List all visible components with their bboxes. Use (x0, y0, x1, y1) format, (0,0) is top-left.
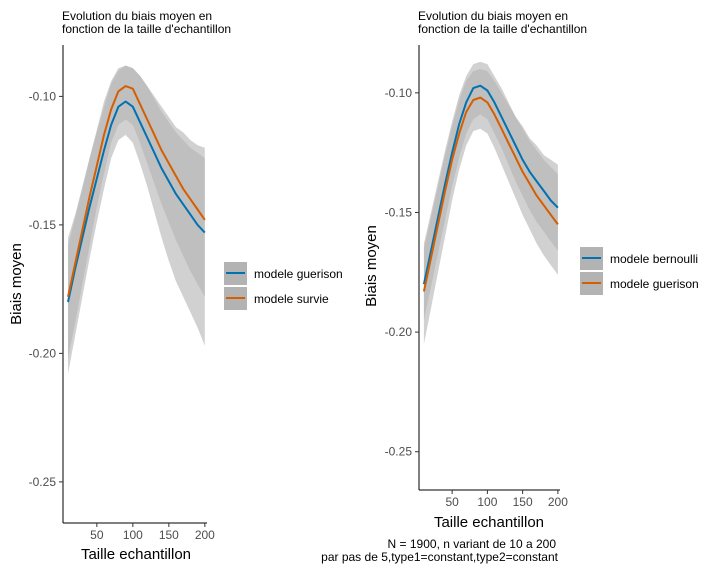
panel-2-confidence-bands (423, 61, 558, 345)
series-line-0 (422, 84, 559, 285)
y-tick-label: -0.10 (385, 86, 413, 100)
x-tick-label: 150 (159, 528, 179, 542)
panel-1-x-axis-title: Taille echantillon (81, 546, 191, 563)
series-line-1 (422, 96, 559, 292)
x-tick-label: 200 (195, 528, 215, 542)
panel-2-x-axis-title: Taille echantillon (434, 514, 544, 531)
panel-1-title-line-2: fonction de la taille d'echantillon (62, 22, 231, 36)
caption-line-1: N = 1900, n variant de 10 a 200 (388, 537, 557, 551)
panel-1-legend: modele guerison modele survie (224, 262, 343, 310)
y-tick-label: -0.25 (29, 475, 57, 489)
x-tick-label: 100 (123, 528, 143, 542)
panel-1-y-axis-title: Biais moyen (8, 243, 25, 325)
panel-2-y-ticks: -0.25 -0.20 -0.15 -0.10 (385, 86, 419, 459)
panel-1-title-line-1: Evolution du biais moyen en (62, 9, 212, 23)
panel-2-title-line-1: Evolution du biais moyen en (418, 9, 568, 23)
x-tick-label: 100 (477, 495, 497, 509)
chart-panel-2: Evolution du biais moyen en fonction de … (363, 9, 699, 531)
panel-2-series-lines (422, 84, 559, 292)
legend-label-modele-guerison: modele guerison (254, 267, 343, 281)
y-tick-label: -0.10 (29, 89, 57, 103)
legend-label-modele-guerison: modele guerison (610, 277, 699, 291)
x-tick-label: 50 (90, 528, 104, 542)
x-tick-label: 200 (548, 495, 568, 509)
panel-1-x-ticks: 50 100 150 200 (90, 523, 215, 542)
legend-label-modele-survie: modele survie (254, 292, 329, 306)
y-tick-label: -0.15 (29, 218, 57, 232)
caption-line-2: par pas de 5,type1=constant,type2=consta… (321, 550, 559, 564)
legend-label-modele-bernoulli: modele bernoulli (610, 252, 698, 266)
panel-1-confidence-bands (68, 65, 205, 374)
panel-1-y-ticks: -0.25 -0.20 -0.15 -0.10 (29, 89, 63, 489)
y-tick-label: -0.25 (385, 445, 413, 459)
y-tick-label: -0.20 (29, 346, 57, 360)
panel-2-title-line-2: fonction de la taille d'echantillon (418, 22, 587, 36)
x-tick-label: 150 (513, 495, 533, 509)
panel-2-legend: modele bernoulli modele guerison (580, 247, 699, 295)
y-tick-label: -0.20 (385, 325, 413, 339)
x-tick-label: 50 (445, 495, 459, 509)
panel-2-x-ticks: 50 100 150 200 (445, 490, 568, 509)
panel-1-series-lines (67, 85, 206, 303)
chart-panel-1: Evolution du biais moyen en fonction de … (8, 9, 343, 563)
series-line-0 (67, 100, 206, 303)
panel-2-y-axis-title: Biais moyen (363, 225, 380, 307)
y-tick-label: -0.15 (385, 205, 413, 219)
series-line-1 (67, 85, 206, 298)
